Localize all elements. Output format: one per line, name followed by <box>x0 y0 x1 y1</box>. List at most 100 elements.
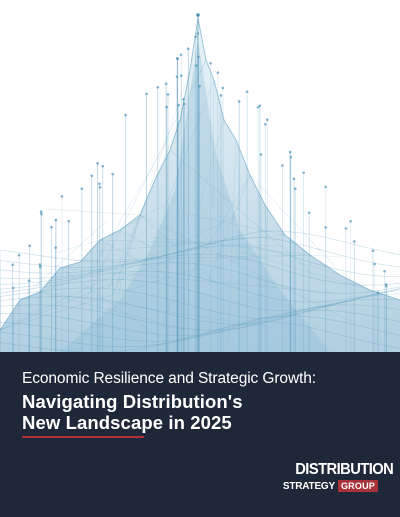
data-point <box>324 185 327 189</box>
facet-line <box>0 241 212 331</box>
facet-line <box>56 239 101 254</box>
mesh-line <box>0 270 400 305</box>
facet-line <box>97 234 286 252</box>
data-point <box>216 71 220 74</box>
mesh-line <box>0 262 400 298</box>
data-point <box>344 227 348 230</box>
data-point <box>373 262 376 266</box>
facet-line <box>234 249 371 291</box>
mesh-line <box>0 236 400 277</box>
facet-line <box>228 139 237 345</box>
data-point <box>195 64 198 67</box>
facet-line <box>0 214 239 331</box>
facet-line <box>59 267 162 339</box>
data-point <box>177 103 181 107</box>
data-point <box>27 279 31 282</box>
mesh-line <box>0 320 400 352</box>
data-point <box>179 74 183 77</box>
facet-line <box>150 236 311 256</box>
logo-lower-row: STRATEGY GROUP <box>283 480 378 492</box>
data-point <box>293 187 297 191</box>
data-point <box>101 164 105 168</box>
mesh-line <box>0 304 400 340</box>
data-point <box>166 93 170 96</box>
data-point <box>165 105 168 109</box>
facet-line <box>0 268 196 331</box>
data-point <box>90 174 94 178</box>
cover-title-line-1: Navigating Distribution's <box>22 391 243 412</box>
facet-line <box>39 291 274 328</box>
facet-line <box>119 229 154 249</box>
logo-word-group: GROUP <box>337 480 378 492</box>
data-point <box>28 244 31 248</box>
data-point <box>265 118 269 122</box>
title-panel: Economic Resilience and Strategic Growth… <box>0 352 400 517</box>
data-point <box>324 226 327 229</box>
facet-line <box>73 254 311 261</box>
facet-line <box>108 59 207 289</box>
data-point <box>259 153 263 156</box>
data-point <box>145 92 148 96</box>
data-point <box>67 219 70 223</box>
data-point <box>40 212 43 216</box>
cover-illustration <box>0 13 400 352</box>
facet-line <box>89 119 181 273</box>
data-point <box>179 53 183 57</box>
facet-line <box>196 119 225 215</box>
data-point <box>292 177 296 181</box>
data-point <box>256 105 260 109</box>
data-point <box>60 195 64 198</box>
data-point <box>385 284 388 288</box>
data-point <box>124 113 127 117</box>
data-point <box>54 246 58 249</box>
data-point <box>264 122 267 126</box>
data-point <box>98 186 102 189</box>
facet-line <box>231 254 311 260</box>
data-point <box>258 104 262 107</box>
facet-line <box>162 79 215 214</box>
mesh-line <box>0 230 400 270</box>
cover-subtitle: Economic Resilience and Strategic Growth… <box>22 370 316 387</box>
facet-line <box>208 174 251 280</box>
mesh-line <box>0 298 400 333</box>
data-point <box>11 286 15 290</box>
data-point <box>198 84 201 88</box>
mesh-line <box>0 287 400 320</box>
data-point <box>219 94 223 97</box>
facet-line <box>99 239 169 277</box>
cover-title: Navigating Distribution's New Landscape … <box>22 391 243 433</box>
facet-line <box>113 214 141 310</box>
data-point <box>96 162 99 165</box>
data-point <box>39 210 43 214</box>
data-point <box>349 220 352 223</box>
data-point <box>383 269 386 273</box>
data-point <box>302 171 305 174</box>
data-point <box>38 265 42 269</box>
data-point <box>209 61 212 65</box>
facet-line <box>185 174 251 284</box>
facet-line <box>81 59 207 307</box>
facet-line <box>19 219 108 301</box>
data-point <box>54 218 58 222</box>
mesh-line <box>0 253 400 291</box>
facet-line <box>99 239 277 247</box>
data-point <box>50 225 53 229</box>
peak-point <box>196 13 200 17</box>
data-point <box>245 90 249 93</box>
data-point <box>80 187 84 190</box>
data-point <box>164 82 168 86</box>
data-point <box>281 164 284 167</box>
data-point <box>237 100 241 103</box>
facet-line <box>264 204 267 242</box>
facet-line <box>169 149 327 286</box>
facet-line <box>117 214 141 279</box>
data-point <box>289 155 293 159</box>
accent-rule <box>22 436 144 438</box>
facet-line <box>309 254 344 258</box>
peak-core <box>60 40 330 352</box>
facet-line <box>139 214 219 286</box>
facet-line <box>48 208 141 216</box>
peak-outline <box>0 17 400 331</box>
data-point <box>17 253 21 257</box>
